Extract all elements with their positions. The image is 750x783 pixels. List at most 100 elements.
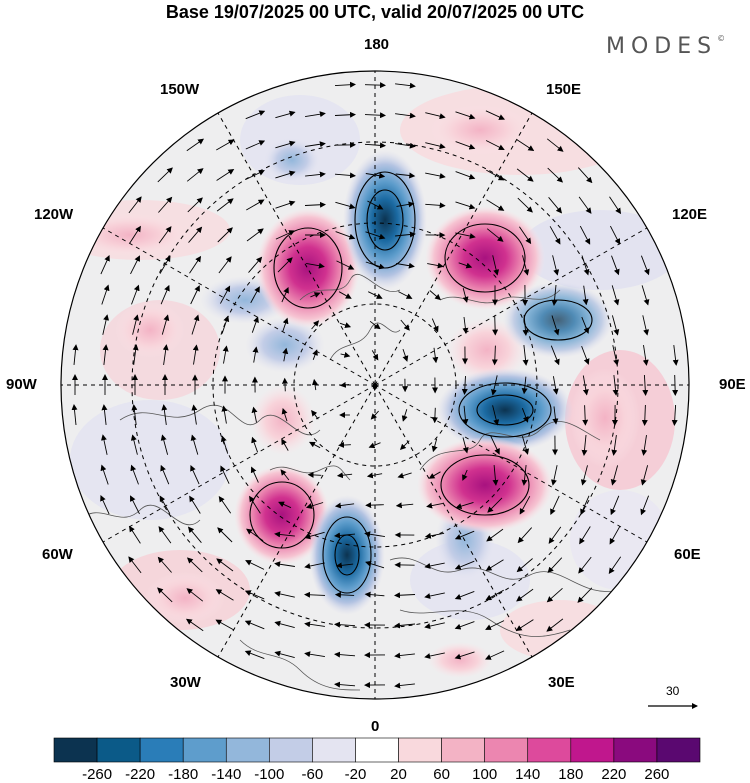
wind-vector [641, 285, 650, 306]
map-title: Base 19/07/2025 00 UTC, valid 20/07/2025… [165, 2, 585, 22]
colorbar-swatch [269, 737, 313, 763]
wind-vector [431, 407, 438, 424]
wind-vector [551, 465, 558, 486]
wind-vector [399, 440, 410, 451]
wind-vector [431, 438, 438, 453]
colorbar-tick-label: 20 [390, 766, 407, 783]
wind-vector [252, 346, 259, 363]
wind-vector [640, 495, 650, 516]
wind-vector [368, 291, 383, 299]
wind-vector [461, 375, 468, 395]
wind-vector [216, 168, 235, 181]
wind-vector [609, 196, 622, 215]
wind-vector [338, 291, 352, 299]
wind-vector [367, 200, 384, 210]
wind-vector [455, 111, 476, 120]
wind-vector [275, 230, 296, 240]
anomaly-center-magenta-europe-east [417, 437, 553, 533]
wind-vector [190, 434, 199, 455]
wind-vector [580, 495, 590, 516]
wind-vector [550, 495, 560, 516]
colorbar-tick-label: -180 [168, 766, 199, 783]
wind-vector [547, 557, 563, 574]
wind-vector [365, 502, 384, 509]
wind-vector [274, 590, 295, 598]
wind-vector [281, 407, 288, 422]
wind-vector [334, 111, 356, 118]
wind-vector [334, 591, 355, 598]
wind-vector [281, 286, 289, 303]
wind-vector [278, 501, 292, 509]
wind-vector [157, 167, 173, 183]
wind-vector [612, 375, 619, 396]
lon-label-180: 180 [364, 36, 390, 53]
colorbar-swatch [225, 737, 270, 763]
wind-vector [371, 379, 378, 392]
wind-vector [157, 587, 173, 603]
wind-vector [100, 494, 110, 515]
anomaly-center-pink-mongolia [570, 368, 640, 468]
wind-vector [157, 556, 172, 573]
wind-vector [454, 530, 475, 540]
wind-vector [578, 556, 592, 574]
wind-vector [395, 112, 416, 119]
wind-vector-field [71, 81, 679, 689]
colorbar-swatch [96, 737, 141, 763]
wind-vector [304, 591, 326, 598]
wind-vector [334, 532, 356, 539]
wind-vector [245, 140, 266, 150]
wind-vector [159, 495, 171, 514]
wind-vector [216, 139, 235, 151]
wind-vector [101, 284, 110, 305]
wind-vector [550, 345, 560, 366]
wind-vector [610, 495, 620, 516]
wind-vector [492, 315, 499, 336]
wind-vector [582, 405, 589, 426]
wind-vector [365, 231, 386, 240]
wind-vector [485, 589, 504, 601]
colorbar-tick-label: 220 [601, 766, 627, 783]
wind-vector [522, 345, 529, 366]
wind-vector [432, 347, 439, 364]
wind-vector [642, 315, 650, 336]
colorbar-tick-label: -220 [125, 766, 156, 783]
wind-vector [305, 111, 326, 118]
wind-vector [244, 620, 265, 630]
wind-vector [215, 589, 234, 601]
wind-vector [305, 141, 326, 148]
wind-vector [101, 434, 108, 455]
wind-vector [546, 138, 564, 152]
wind-vector [100, 254, 110, 275]
wind-vector [191, 314, 200, 335]
wind-vector [336, 472, 353, 479]
wind-vector [274, 620, 295, 629]
wind-vector [132, 344, 139, 365]
wind-vector [424, 562, 445, 569]
anomaly-center-magenta-siberia-east [425, 206, 545, 310]
wind-vector [398, 291, 413, 299]
wind-vector [492, 405, 500, 426]
wind-vector [395, 502, 414, 509]
wind-vector [310, 292, 321, 298]
wind-vector [220, 435, 229, 454]
wind-vector [552, 376, 559, 395]
wind-vector [455, 141, 476, 150]
wind-vector [305, 171, 326, 178]
wind-vector [397, 472, 412, 479]
wind-vector [311, 410, 319, 420]
wind-vector [672, 345, 679, 366]
wind-vector [220, 465, 230, 484]
wind-vector [364, 531, 385, 538]
lon-label-150e: 150E [546, 81, 582, 98]
wind-vector [485, 559, 504, 571]
anomaly-center-blue-hudson [245, 317, 325, 373]
wind-vector [251, 316, 259, 333]
wind-vector [304, 621, 325, 628]
wind-vector [516, 168, 534, 182]
wind-vector [370, 410, 379, 420]
wind-vector [128, 196, 142, 214]
wind-vector [642, 345, 649, 366]
wind-vector [487, 497, 503, 513]
wind-vector [522, 314, 529, 336]
